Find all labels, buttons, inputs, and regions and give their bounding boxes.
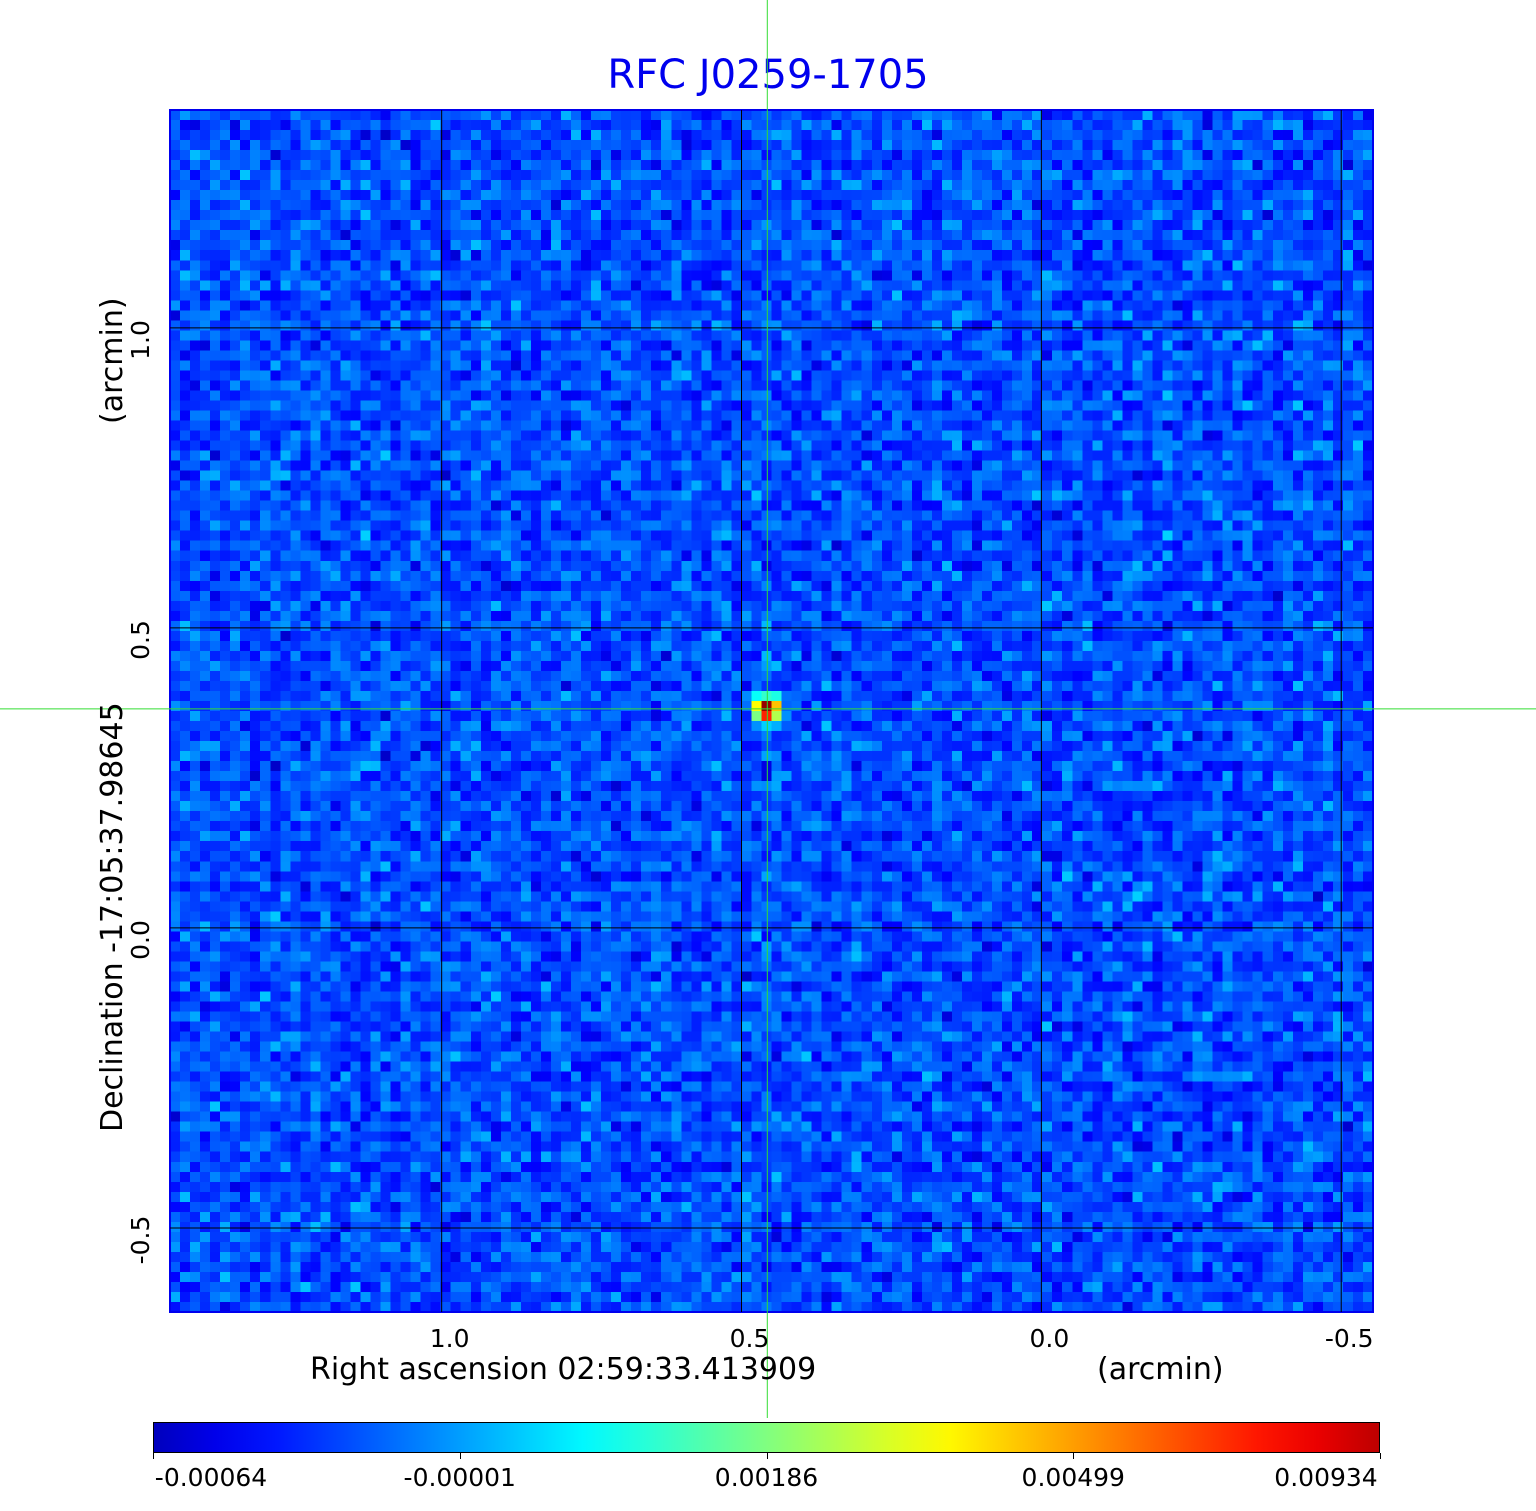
colorbar-tick-label: -0.00001 (403, 1463, 516, 1492)
colorbar (153, 1422, 1380, 1453)
y-tick-label: 0.5 (126, 619, 155, 660)
x-axis-unit: (arcmin) (1097, 1352, 1224, 1387)
plot-frame (169, 109, 1374, 1313)
colorbar-tick-mark (766, 1453, 768, 1459)
x-tick-label: 0.5 (729, 1324, 770, 1353)
colorbar-tick-mark (153, 1453, 154, 1459)
colorbar-tick-label: -0.00064 (154, 1463, 268, 1492)
y-tick-label: 0.0 (126, 920, 155, 960)
x-tick-label: 1.0 (429, 1324, 470, 1353)
colorbar-tick-label: 0.00186 (714, 1463, 819, 1492)
y-axis-label: Declination -17:05:37.98645 (95, 702, 130, 1132)
y-tick-label: -0.5 (126, 1215, 155, 1265)
colorbar-tick-label: 0.00934 (1274, 1463, 1378, 1492)
x-axis-label: Right ascension 02:59:33.413909 (310, 1352, 817, 1387)
colorbar-tick-mark (1073, 1453, 1075, 1459)
chart-title: RFC J0259-1705 (607, 52, 929, 98)
colorbar-tick-label: 0.00499 (1021, 1463, 1125, 1492)
heatmap-image (170, 110, 1373, 1312)
colorbar-tick-mark (1380, 1453, 1381, 1459)
x-tick-label: 0.0 (1029, 1324, 1070, 1353)
y-axis-unit: (arcmin) (95, 297, 130, 424)
y-tick-label: 1.0 (126, 319, 155, 360)
colorbar-tick-mark (459, 1453, 461, 1459)
x-tick-label: -0.5 (1324, 1324, 1374, 1353)
